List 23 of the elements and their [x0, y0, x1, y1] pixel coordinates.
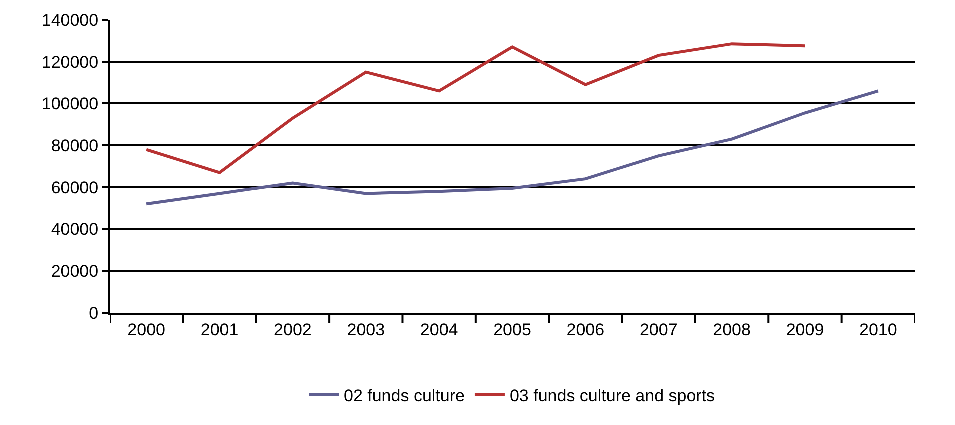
x-tick-label: 2004 [420, 320, 458, 340]
y-tick-label: 0 [89, 304, 99, 323]
x-tick-label: 2006 [566, 320, 605, 340]
y-tick-label: 80000 [51, 136, 99, 156]
legend-label: 03 funds culture and sports [510, 386, 716, 406]
y-tick-label: 120000 [42, 52, 99, 72]
legend-label: 02 funds culture [344, 386, 465, 406]
y-tick-label: 20000 [51, 262, 99, 282]
y-tick-label: 100000 [42, 94, 99, 114]
y-tick-label: 140000 [42, 10, 99, 30]
x-tick-label: 2008 [713, 320, 751, 340]
line-series [145, 42, 807, 174]
x-tick-label: 2009 [786, 320, 824, 340]
line-series [145, 90, 880, 206]
x-tick-label: 2010 [859, 320, 898, 340]
x-tick-label: 2007 [640, 320, 678, 340]
x-tick-label: 2000 [128, 320, 166, 340]
y-tick-label: 40000 [51, 220, 99, 240]
x-tick-label: 2002 [274, 320, 312, 340]
y-tick-label: 60000 [51, 178, 99, 198]
x-tick-label: 2003 [347, 320, 386, 340]
x-tick-label: 2005 [494, 320, 532, 340]
x-tick-label: 2001 [200, 320, 239, 340]
